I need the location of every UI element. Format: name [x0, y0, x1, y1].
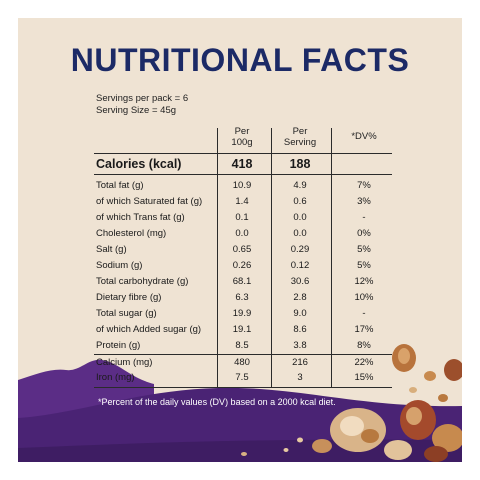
table-row: of which Saturated fat (g) 1.4 0.6 3%: [96, 194, 394, 210]
value-per-100g: 10.9: [232, 180, 252, 191]
value-dv: 10%: [354, 292, 374, 303]
table-row: Sodium (g) 0.26 0.12 5%: [96, 258, 394, 274]
value-per-100g: 19.1: [232, 324, 252, 335]
nutrient-label: Dietary fibre (g): [96, 292, 162, 303]
table-row: Total sugar (g) 19.9 9.0 -: [96, 306, 394, 322]
value-dv: 8%: [357, 340, 371, 351]
table-row: Total carbohydrate (g) 68.1 30.6 12%: [96, 274, 394, 290]
value-dv: 15%: [354, 372, 374, 383]
column-divider: [217, 128, 218, 387]
nutrient-label: Total fat (g): [96, 180, 144, 191]
calories-row: Calories (kcal) 418 188: [96, 154, 394, 174]
nutrient-label: Calcium (mg): [96, 357, 153, 368]
table-row: Dietary fibre (g) 6.3 2.8 10%: [96, 290, 394, 306]
value-per-100g: 8.5: [235, 340, 249, 351]
value-dv: 22%: [354, 357, 374, 368]
value-per-100g: 7.5: [235, 372, 249, 383]
header-perserving-line1: Per: [292, 126, 308, 137]
column-header-per-serving: Per Serving: [272, 126, 328, 148]
value-per-serving: 2.8: [293, 292, 307, 303]
nutrient-label: Sodium (g): [96, 260, 143, 271]
granola-illustration: [241, 344, 462, 462]
value-dv: 12%: [354, 276, 374, 287]
value-dv: 17%: [354, 324, 374, 335]
value-dv: 5%: [357, 260, 371, 271]
value-dv: 7%: [357, 180, 371, 191]
value-per-serving: 3.8: [293, 340, 307, 351]
value-dv: 3%: [357, 196, 371, 207]
value-per-100g: 19.9: [232, 308, 252, 319]
value-per-100g: 68.1: [232, 276, 252, 287]
value-per-serving: 8.6: [293, 324, 307, 335]
footnote: *Percent of the daily values (DV) based …: [98, 397, 336, 407]
table-row: Calcium (mg) 480 216 22%: [96, 355, 394, 371]
value-dv: 0%: [357, 228, 371, 239]
table-row: Total fat (g) 10.9 4.9 7%: [96, 178, 394, 194]
table-divider: [94, 153, 392, 154]
header-per100-line1: Per: [234, 126, 250, 137]
nutrition-panel: NUTRITIONAL FACTS Servings per pack = 6 …: [18, 18, 462, 462]
value-dv: -: [362, 212, 366, 223]
table-row: Protein (g) 8.5 3.8 8%: [96, 338, 394, 354]
value-per-serving: 0.0: [293, 228, 307, 239]
table-row: of which Added sugar (g) 19.1 8.6 17%: [96, 322, 394, 338]
header-perserving-line2: Serving: [283, 137, 317, 148]
table-row: Iron (mg) 7.5 3 15%: [96, 370, 394, 386]
value-per-100g: 0.0: [235, 228, 249, 239]
value-per-100g: 480: [234, 357, 250, 368]
nutrient-label: Cholesterol (mg): [96, 228, 167, 239]
column-divider: [271, 128, 272, 387]
value-per-serving: 3: [297, 372, 303, 383]
nutrient-label: of which Saturated fat (g): [96, 196, 203, 207]
column-header-dv: *DV%: [351, 131, 377, 142]
value-per-serving: 0.6: [293, 196, 307, 207]
table-divider: [94, 174, 392, 175]
table-divider: [94, 354, 392, 355]
table-row: Salt (g) 0.65 0.29 5%: [96, 242, 394, 258]
table-row: of which Trans fat (g) 0.1 0.0 -: [96, 210, 394, 226]
nutrient-label: of which Trans fat (g): [96, 212, 185, 223]
value-per-serving: 30.6: [290, 276, 310, 287]
value-per-serving: 0.0: [293, 212, 307, 223]
column-divider: [331, 128, 332, 387]
nutrient-label: Iron (mg): [96, 372, 135, 383]
nutrient-label: Total sugar (g): [96, 308, 157, 319]
column-header-per-100g: Per 100g: [218, 126, 266, 148]
value-per-100g: 0.65: [232, 244, 252, 255]
value-per-serving: 216: [292, 357, 308, 368]
header-per100-line2: 100g: [231, 137, 253, 148]
table-divider: [94, 387, 392, 388]
page-title: NUTRITIONAL FACTS: [70, 42, 410, 78]
value-per-100g: 0.1: [235, 212, 249, 223]
nutrient-label: Total carbohydrate (g): [96, 276, 189, 287]
nutrient-label: Protein (g): [96, 340, 141, 351]
value-per-100g: 418: [231, 157, 253, 171]
value-per-100g: 0.26: [232, 260, 252, 271]
value-per-serving: 4.9: [293, 180, 307, 191]
value-dv: 5%: [357, 244, 371, 255]
nutrient-label: Calories (kcal): [96, 157, 182, 171]
nutrient-label: of which Added sugar (g): [96, 324, 202, 335]
nutrient-label: Salt (g): [96, 244, 127, 255]
value-per-serving: 188: [289, 157, 311, 171]
value-per-100g: 1.4: [235, 196, 249, 207]
servings-per-pack: Servings per pack = 6: [96, 93, 189, 104]
value-per-serving: 9.0: [293, 308, 307, 319]
serving-size: Serving Size = 45g: [96, 105, 177, 116]
value-dv: -: [362, 308, 366, 319]
value-per-serving: 0.12: [290, 260, 310, 271]
value-per-100g: 6.3: [235, 292, 249, 303]
table-row: Cholesterol (mg) 0.0 0.0 0%: [96, 226, 394, 242]
value-per-serving: 0.29: [290, 244, 310, 255]
